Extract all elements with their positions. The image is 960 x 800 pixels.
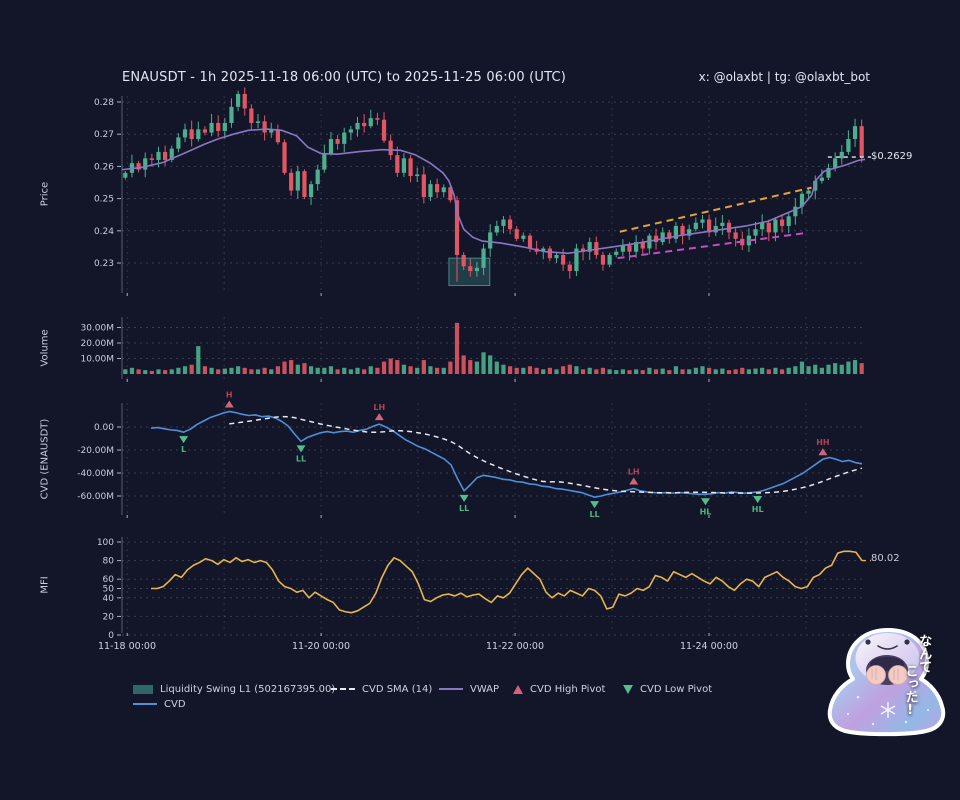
- hood-eye-icon: [904, 639, 910, 645]
- cvd-line-swatch-icon: [133, 703, 157, 705]
- liquidity-swatch-icon: [133, 684, 153, 694]
- y-tick-label: 0.27: [94, 130, 114, 140]
- triangle-down-icon: [623, 684, 633, 694]
- price-panel: 0.28 0.27 0.26 0.25 0.24 0.23: [94, 96, 865, 296]
- pivot-label: LH: [373, 403, 385, 412]
- last-price-tag: $0.2629: [871, 151, 913, 162]
- y-tick-label: 50: [103, 585, 115, 595]
- triangle-up-icon: [513, 684, 523, 694]
- legend-label: CVD: [164, 698, 186, 710]
- vwap-line-swatch-icon: [439, 688, 463, 690]
- mfi-line: [150, 550, 863, 614]
- credit-handles: x: @olaxbt | tg: @olaxbt_bot: [698, 70, 870, 84]
- mascot-caption: なんて こった!: [902, 634, 932, 718]
- legend-label: CVD SMA (14): [362, 683, 433, 695]
- y-tick-label: -60.00M: [77, 492, 114, 502]
- cvd-panel: 0.00 -20.00M -40.00M -60.00M: [77, 403, 865, 518]
- trendline-rising-resistance: [619, 186, 812, 233]
- pivot-label: LL: [459, 504, 469, 513]
- cvd-high-pivot-marker: [629, 477, 639, 485]
- y-tick-label: -40.00M: [77, 469, 114, 479]
- finger-lines: [871, 668, 899, 680]
- pivot-label: HH: [816, 438, 829, 447]
- trendline-rising-support: [617, 231, 808, 260]
- cvd-low-pivot-marker: [753, 495, 763, 503]
- y-tick-label: 0.25: [94, 195, 114, 205]
- caption-line: なんて: [916, 634, 932, 673]
- price-series: [121, 87, 871, 287]
- volume-axis-title: Volume: [39, 329, 51, 367]
- cvd-axis-title: CVD (ENAUSDT): [39, 418, 51, 500]
- cvd-low-pivot-marker: [590, 501, 600, 509]
- y-tick-label: 0.00: [94, 423, 114, 433]
- sparkles: [846, 690, 930, 726]
- legend-item-cvd-sma: CVD SMA (14): [331, 683, 432, 695]
- cvd-sma-line: [229, 415, 863, 494]
- volume-series: [123, 322, 864, 374]
- legend-label: Liquidity Swing L1 (502167395.00): [160, 683, 336, 695]
- pivot-label: LL: [296, 454, 306, 463]
- x-tick-label: 11-18 00:00: [97, 641, 157, 652]
- legend-item-cvd: CVD: [133, 698, 186, 710]
- mfi-series: [150, 550, 871, 614]
- price-axis-title: Price: [39, 181, 51, 207]
- cvd-low-pivot-marker: [700, 498, 710, 506]
- volume-panel: 30.00M 20.00M 10.00M: [80, 317, 865, 382]
- hood-eye-icon: [865, 639, 871, 645]
- y-tick-label: 0.23: [94, 259, 114, 269]
- cvd-line: [150, 410, 863, 498]
- legend-item-vwap: VWAP: [439, 683, 499, 695]
- pivot-label: LL: [589, 510, 599, 519]
- y-tick-label: 30.00M: [80, 324, 114, 334]
- legend-label: CVD High Pivot: [530, 683, 606, 695]
- y-tick-label: 20.00M: [80, 339, 114, 349]
- y-tick-label: 0: [108, 631, 114, 641]
- cvd-high-pivot-marker: [224, 400, 234, 408]
- x-tick-label: 11-22 00:00: [485, 641, 545, 652]
- legend-item-cvd-high-pivot: CVD High Pivot: [513, 683, 605, 695]
- y-tick-label: 20: [103, 612, 115, 622]
- pivot-label: L: [181, 445, 186, 454]
- legend-label: CVD Low Pivot: [640, 683, 713, 695]
- y-tick-label: 60: [103, 575, 115, 585]
- y-tick-label: 40: [103, 594, 115, 604]
- mfi-axis-title: MFI: [39, 576, 51, 594]
- y-tick-label: -20.00M: [77, 446, 114, 456]
- cvd-low-pivot-marker: [296, 445, 306, 453]
- pivot-label: HL: [700, 507, 712, 516]
- pivot-label: H: [226, 390, 233, 399]
- legend-item-cvd-low-pivot: CVD Low Pivot: [623, 683, 712, 695]
- mfi-last-value-tag: 80.02: [871, 553, 900, 564]
- pivot-label: LH: [628, 468, 640, 477]
- cvd-low-pivot-marker: [179, 436, 189, 444]
- x-tick-label: 11-24 00:00: [679, 641, 739, 652]
- dashed-line-swatch-icon: [331, 688, 355, 690]
- pivot-label: HL: [752, 505, 764, 514]
- y-tick-label: 0.24: [94, 227, 114, 237]
- legend-label: VWAP: [470, 683, 500, 695]
- y-tick-label: 10.00M: [80, 355, 114, 365]
- cvd-high-pivot-marker: [818, 448, 828, 456]
- chest-snowflake-icon: [880, 702, 896, 718]
- cvd-low-pivot-marker: [459, 494, 469, 502]
- chart-title: ENAUSDT - 1h 2025-11-18 06:00 (UTC) to 2…: [122, 70, 567, 85]
- mascot-character-illustration: [827, 628, 946, 737]
- y-tick-label: 80: [103, 557, 115, 567]
- cvd-high-pivot-marker: [374, 413, 384, 421]
- x-tick-label: 11-20 00:00: [291, 641, 351, 652]
- legend-item-liquidity-swing: Liquidity Swing L1 (502167395.00): [133, 683, 335, 695]
- y-tick-label: 0.28: [94, 98, 114, 108]
- vwap-line: [121, 128, 866, 255]
- y-tick-label: 100: [97, 538, 114, 548]
- caption-line: こった!: [902, 664, 918, 718]
- y-tick-label: 0.26: [94, 162, 114, 172]
- hood-mouth-icon: [877, 645, 898, 650]
